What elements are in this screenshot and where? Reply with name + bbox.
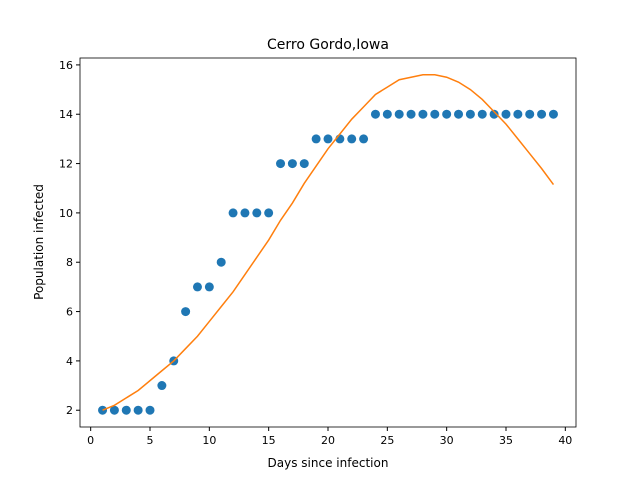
x-tick-label: 40 bbox=[558, 434, 572, 447]
point bbox=[216, 257, 226, 267]
point bbox=[501, 109, 511, 119]
point bbox=[157, 381, 167, 391]
point bbox=[537, 109, 547, 119]
y-tick-label: 16 bbox=[59, 59, 73, 72]
point bbox=[465, 109, 475, 119]
point bbox=[240, 208, 250, 218]
x-tick-label: 15 bbox=[262, 434, 276, 447]
x-tick-label: 35 bbox=[499, 434, 513, 447]
y-tick-label: 6 bbox=[66, 306, 73, 319]
point bbox=[525, 109, 535, 119]
point bbox=[252, 208, 262, 218]
x-tick-label: 5 bbox=[147, 434, 154, 447]
point bbox=[133, 405, 143, 415]
point bbox=[430, 109, 440, 119]
point bbox=[477, 109, 487, 119]
y-tick-label: 2 bbox=[66, 404, 73, 417]
point bbox=[513, 109, 523, 119]
point bbox=[489, 109, 499, 119]
point bbox=[370, 109, 380, 119]
chart-title: Cerro Gordo,Iowa bbox=[267, 37, 389, 53]
y-tick-label: 14 bbox=[59, 108, 73, 121]
x-tick-label: 20 bbox=[321, 434, 335, 447]
point bbox=[394, 109, 404, 119]
point bbox=[192, 282, 202, 292]
point bbox=[109, 405, 119, 415]
y-tick-label: 10 bbox=[59, 207, 73, 220]
point bbox=[406, 109, 416, 119]
y-tick-label: 12 bbox=[59, 158, 73, 171]
point bbox=[418, 109, 428, 119]
point bbox=[204, 282, 214, 292]
x-tick-label: 25 bbox=[380, 434, 394, 447]
point bbox=[287, 159, 297, 169]
point bbox=[323, 134, 333, 144]
point bbox=[121, 405, 131, 415]
x-tick-label: 30 bbox=[440, 434, 454, 447]
point bbox=[264, 208, 274, 218]
point bbox=[276, 159, 286, 169]
y-tick-label: 8 bbox=[66, 256, 73, 269]
y-tick-label: 4 bbox=[66, 355, 73, 368]
point bbox=[145, 405, 155, 415]
point bbox=[454, 109, 464, 119]
plot-frame bbox=[79, 57, 577, 428]
point bbox=[347, 134, 357, 144]
point bbox=[311, 134, 321, 144]
point bbox=[548, 109, 558, 119]
y-axis-label: Population infected bbox=[32, 184, 46, 300]
fit-line bbox=[102, 74, 555, 411]
x-axis-label: Days since infection bbox=[268, 456, 389, 470]
point bbox=[442, 109, 452, 119]
point bbox=[299, 159, 309, 169]
point bbox=[382, 109, 392, 119]
x-tick-label: 0 bbox=[87, 434, 94, 447]
point bbox=[359, 134, 369, 144]
x-tick-label: 10 bbox=[202, 434, 216, 447]
point bbox=[181, 307, 191, 317]
point bbox=[228, 208, 238, 218]
